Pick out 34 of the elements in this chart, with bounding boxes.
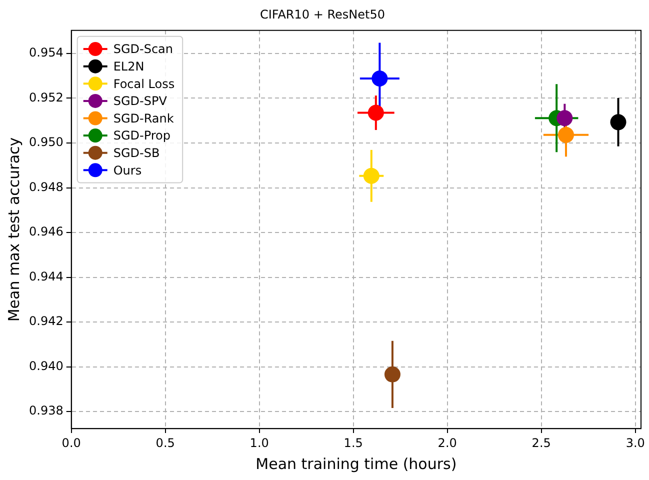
- legend-label: SGD-Scan: [113, 42, 174, 56]
- legend-label: SGD-Rank: [113, 111, 174, 126]
- y-tick-label: 0.950: [28, 135, 64, 150]
- point: [558, 126, 574, 143]
- x-tick-label: 0.5: [156, 436, 175, 450]
- legend-label: Ours: [113, 163, 142, 178]
- point: [610, 114, 626, 130]
- legend-label: Focal Loss: [113, 76, 175, 91]
- y-tick-label: 0.944: [28, 269, 64, 284]
- chart-title: CIFAR10 + ResNet50: [260, 7, 385, 22]
- y-tick-label: 0.952: [28, 90, 64, 104]
- y-tick-label: 0.954: [28, 46, 64, 60]
- x-tick-label: 2.5: [532, 436, 551, 450]
- x-tick-label: 1.5: [344, 436, 363, 450]
- legend-label: SGD-Prop: [113, 128, 170, 143]
- x-tick-label: 3.0: [626, 436, 645, 450]
- x-tick-label: 1.0: [250, 436, 269, 450]
- legend-label: SGD-SPV: [113, 94, 168, 108]
- point: [363, 168, 380, 184]
- point: [368, 104, 384, 121]
- y-axis-title: Mean max test accuracy: [4, 137, 23, 322]
- legend-label: EL2N: [113, 59, 144, 74]
- y-tick-label: 0.942: [28, 314, 64, 328]
- x-axis-title: Mean training time (hours): [256, 454, 457, 473]
- x-tick-label: 0.0: [62, 436, 81, 450]
- y-tick-label: 0.938: [28, 404, 64, 418]
- point: [556, 110, 573, 126]
- point: [372, 70, 388, 87]
- x-tick-label: 2.0: [438, 436, 457, 450]
- legend-label: SGD-SB: [113, 146, 160, 160]
- y-tick-label: 0.940: [28, 358, 64, 373]
- y-tick-label: 0.946: [28, 224, 64, 239]
- point: [384, 366, 400, 382]
- y-tick-label: 0.948: [28, 180, 64, 194]
